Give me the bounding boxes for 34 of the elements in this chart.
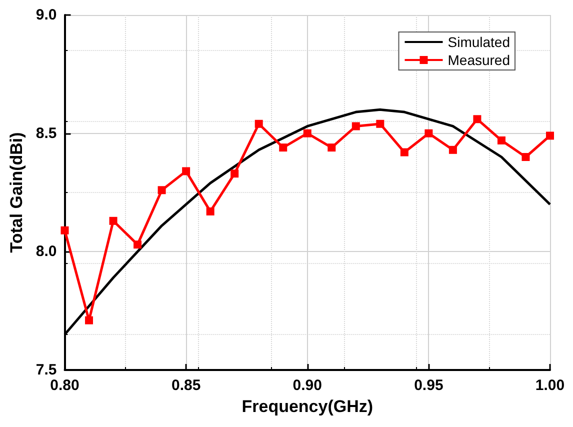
x-tick-label: 0.95 xyxy=(414,377,444,394)
point xyxy=(134,240,142,249)
point xyxy=(60,226,69,234)
y-tick-label: 8.0 xyxy=(36,243,57,260)
point xyxy=(254,120,263,128)
point xyxy=(448,146,457,154)
x-tick-label: 0.90 xyxy=(292,377,322,394)
x-tick-label: 0.85 xyxy=(171,377,201,394)
x-tick-label: 0.80 xyxy=(50,377,80,394)
point xyxy=(109,216,118,225)
point xyxy=(546,132,554,140)
point xyxy=(497,136,506,144)
legend-label: Simulated xyxy=(448,34,510,50)
point xyxy=(206,207,214,216)
point xyxy=(182,167,190,176)
legend-label: Measured xyxy=(448,52,510,68)
point xyxy=(522,153,530,161)
point xyxy=(352,122,360,130)
point xyxy=(158,186,166,194)
point xyxy=(328,144,336,152)
point xyxy=(303,129,312,138)
point xyxy=(230,170,239,178)
y-axis-title: Total Gain(dBi) xyxy=(7,132,26,253)
y-tick-label: 7.5 xyxy=(36,362,57,378)
y-tick-label: 9.0 xyxy=(36,6,57,24)
point xyxy=(473,115,482,124)
point xyxy=(85,316,94,324)
point xyxy=(279,144,288,152)
y-tick-label: 8.5 xyxy=(36,124,57,142)
x-axis-title: Frequency(GHz) xyxy=(242,396,374,416)
point xyxy=(424,129,433,138)
point xyxy=(376,120,384,128)
point xyxy=(400,148,408,156)
x-tick-label: 1.00 xyxy=(535,377,565,394)
